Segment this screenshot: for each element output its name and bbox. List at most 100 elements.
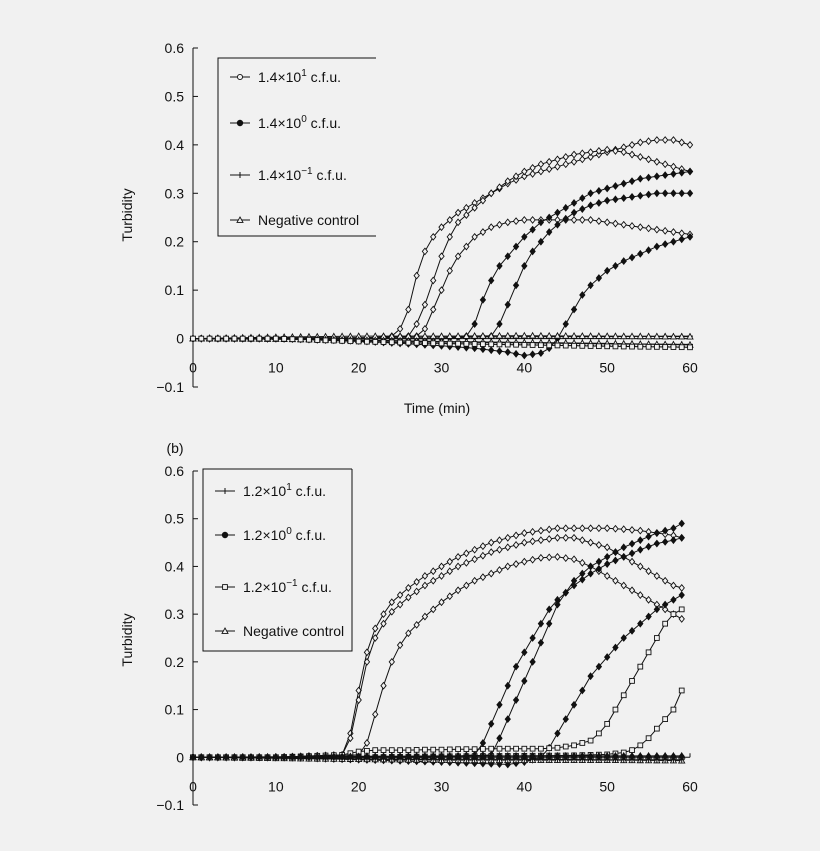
data-point bbox=[670, 752, 677, 761]
data-point bbox=[678, 752, 685, 761]
data-point bbox=[256, 753, 263, 762]
data-point bbox=[628, 332, 636, 340]
data-point bbox=[231, 753, 238, 762]
data-point bbox=[529, 342, 536, 348]
data-point bbox=[579, 155, 586, 164]
legend-border bbox=[217, 57, 376, 237]
data-point bbox=[579, 752, 586, 761]
data-point bbox=[396, 591, 404, 599]
data-point bbox=[214, 335, 221, 342]
data-point bbox=[678, 189, 685, 198]
data-point bbox=[314, 337, 321, 343]
data-point bbox=[661, 600, 669, 609]
data-point bbox=[463, 746, 470, 753]
data-point bbox=[587, 569, 594, 578]
data-point bbox=[595, 752, 603, 761]
data-point bbox=[421, 300, 429, 309]
data-point bbox=[306, 336, 312, 343]
data-point bbox=[380, 752, 387, 761]
data-point bbox=[661, 332, 669, 340]
data-point bbox=[562, 533, 569, 542]
data-point bbox=[587, 201, 594, 210]
legend-item-1: 1.2×101 c.f.u. bbox=[215, 482, 326, 499]
data-point bbox=[554, 162, 561, 171]
series-8 bbox=[190, 687, 685, 761]
data-point bbox=[463, 581, 470, 590]
data-point bbox=[562, 160, 569, 169]
data-point bbox=[661, 605, 669, 614]
data-point bbox=[504, 348, 511, 357]
data-point bbox=[595, 564, 603, 573]
data-point bbox=[629, 747, 635, 753]
data-point bbox=[479, 196, 487, 205]
data-point bbox=[488, 548, 495, 557]
data-point bbox=[512, 531, 520, 540]
data-point bbox=[339, 338, 345, 344]
data-point bbox=[521, 648, 528, 657]
data-point bbox=[529, 745, 536, 752]
data-point bbox=[322, 337, 329, 344]
legend-label: 1.2×100 c.f.u. bbox=[243, 526, 326, 543]
data-point bbox=[537, 752, 545, 761]
data-point bbox=[405, 752, 412, 761]
data-point bbox=[612, 219, 619, 228]
data-point bbox=[686, 232, 694, 241]
data-point bbox=[272, 753, 280, 762]
x-tick-label: 30 bbox=[434, 778, 450, 794]
y-tick-label: 0.2 bbox=[165, 234, 185, 250]
data-point bbox=[661, 226, 669, 235]
data-point bbox=[330, 753, 337, 761]
data-point bbox=[645, 735, 652, 742]
data-point bbox=[430, 576, 437, 585]
series-12 bbox=[189, 752, 685, 762]
data-point bbox=[637, 223, 644, 232]
legend-item-2: 1.4×100 c.f.u. bbox=[230, 114, 341, 131]
data-point bbox=[637, 663, 644, 670]
data-point bbox=[521, 262, 528, 270]
data-point bbox=[272, 335, 279, 342]
x-tick-label: 20 bbox=[351, 778, 367, 794]
data-point bbox=[686, 189, 694, 198]
data-point bbox=[603, 196, 611, 205]
data-point bbox=[504, 252, 511, 261]
data-point bbox=[654, 344, 660, 350]
data-point bbox=[570, 700, 578, 709]
data-point bbox=[421, 612, 429, 621]
data-point bbox=[454, 552, 462, 561]
data-point bbox=[587, 562, 594, 571]
data-point bbox=[529, 247, 536, 256]
data-point bbox=[645, 343, 652, 350]
data-point bbox=[629, 678, 635, 684]
legend-marker bbox=[236, 119, 244, 127]
data-point bbox=[363, 657, 371, 666]
data-point bbox=[413, 271, 420, 280]
data-point bbox=[521, 538, 528, 547]
legend-item-4: Negative control bbox=[230, 212, 359, 228]
data-point bbox=[363, 739, 371, 747]
data-point bbox=[546, 605, 553, 614]
data-point bbox=[661, 526, 669, 535]
data-point bbox=[537, 526, 545, 535]
data-point bbox=[239, 335, 246, 342]
data-point bbox=[661, 752, 669, 761]
data-point bbox=[471, 203, 478, 212]
x-tick-label: 50 bbox=[599, 360, 615, 376]
data-point bbox=[488, 276, 495, 285]
data-point bbox=[488, 189, 495, 198]
data-point bbox=[413, 578, 420, 586]
data-point bbox=[388, 339, 395, 346]
data-point bbox=[247, 753, 255, 762]
data-point bbox=[538, 745, 544, 752]
data-point bbox=[454, 208, 462, 217]
data-point bbox=[603, 552, 611, 561]
y-tick-label: 0 bbox=[176, 749, 184, 765]
data-point bbox=[264, 753, 271, 762]
data-point bbox=[512, 217, 520, 226]
data-point bbox=[653, 752, 661, 761]
data-point bbox=[595, 524, 603, 533]
data-point bbox=[471, 752, 478, 761]
data-point bbox=[413, 747, 420, 753]
data-point bbox=[554, 533, 561, 542]
data-point bbox=[562, 214, 569, 223]
data-point bbox=[405, 747, 412, 753]
